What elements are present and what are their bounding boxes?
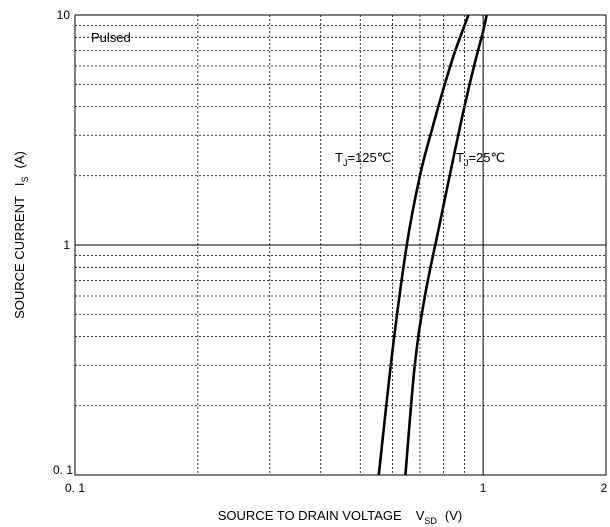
tick-labels: 0. 1 1 2 0. 1 1 10 <box>53 8 608 495</box>
series-curves <box>377 14 488 476</box>
grid-lines <box>75 15 606 475</box>
x-tick-label: 0. 1 <box>65 481 85 495</box>
series-line-1 <box>404 14 488 476</box>
x-tick-label: 1 <box>480 481 487 495</box>
y-tick-label: 1 <box>63 238 70 252</box>
series-line-0 <box>377 14 470 476</box>
y-tick-label: 0. 1 <box>53 463 73 477</box>
y-axis-label: SOURCE CURRENTIS(A) <box>12 151 30 319</box>
pulsed-annotation: Pulsed <box>91 30 131 45</box>
x-tick-label: 2 <box>601 481 608 495</box>
plot-frame <box>74 14 607 476</box>
y-tick-label: 10 <box>57 8 71 22</box>
series-label-tj-125: TJ=125℃ <box>335 150 391 168</box>
x-axis-label: SOURCE TO DRAIN VOLTAGE VSD (V) <box>218 508 463 526</box>
series-label-tj-25: TJ=25℃ <box>456 150 505 168</box>
